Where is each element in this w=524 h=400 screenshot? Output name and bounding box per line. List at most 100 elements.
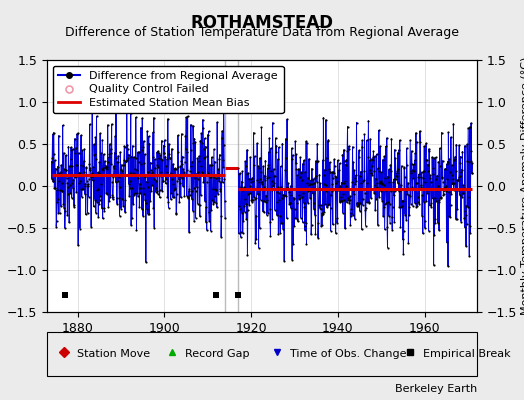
Point [116, 149, 125, 155]
Point [107, 161, 115, 167]
Point [291, 138, 300, 145]
Point [388, 214, 396, 220]
Point [324, 166, 333, 173]
Point [249, 130, 258, 136]
Point [292, 216, 301, 222]
Point [193, 200, 202, 207]
Point [361, 190, 369, 196]
Point [435, 145, 444, 151]
Point [291, 160, 300, 166]
Point [234, 165, 243, 172]
Point [247, 198, 256, 205]
Point [351, 181, 359, 187]
Point [389, 186, 397, 193]
Point [196, 138, 204, 144]
Point [81, 182, 90, 189]
Point [220, 142, 228, 148]
Point [188, 196, 196, 202]
Point [447, 190, 455, 197]
Point [99, 215, 107, 222]
Point [125, 178, 134, 185]
Point [355, 201, 364, 207]
Point [207, 207, 215, 213]
Point [443, 176, 452, 182]
Point [293, 218, 302, 224]
Point [81, 181, 89, 187]
Point [452, 142, 461, 148]
Point [347, 206, 356, 212]
Point [132, 226, 140, 233]
Point [190, 218, 198, 224]
Point [108, 178, 116, 185]
Point [424, 168, 432, 174]
Point [95, 196, 104, 203]
Point [427, 200, 435, 206]
Point [98, 137, 106, 143]
Point [361, 131, 369, 138]
Point [444, 129, 453, 136]
Point [370, 190, 378, 196]
Point [145, 133, 153, 140]
Point [339, 209, 347, 216]
Point [385, 213, 393, 219]
Point [378, 180, 386, 187]
Point [446, 134, 455, 140]
Point [411, 180, 420, 186]
Point [183, 167, 191, 173]
Point [467, 120, 475, 126]
Point [154, 164, 162, 170]
Point [258, 179, 266, 185]
Point [408, 160, 416, 167]
Point [71, 145, 80, 151]
Point [336, 199, 344, 206]
Point [66, 182, 74, 189]
Point [119, 162, 128, 169]
Point [246, 178, 255, 185]
Point [377, 178, 385, 184]
Point [207, 174, 215, 181]
Point [385, 166, 393, 173]
Point [366, 167, 374, 173]
Point [151, 156, 159, 162]
Point [66, 163, 74, 170]
Point [405, 212, 413, 219]
Point [91, 134, 100, 140]
Point [314, 202, 323, 208]
Point [274, 231, 282, 237]
Point [367, 156, 376, 162]
Point [208, 162, 216, 168]
Point [130, 192, 138, 198]
Point [305, 182, 313, 189]
Point [465, 194, 473, 200]
Point [326, 228, 335, 234]
Point [49, 130, 58, 136]
Point [314, 235, 322, 241]
Point [122, 158, 130, 164]
Point [170, 165, 179, 172]
Point [420, 218, 429, 225]
Point [368, 163, 376, 170]
Point [322, 116, 330, 123]
Point [394, 150, 402, 156]
Point [219, 164, 227, 170]
Point [430, 154, 438, 161]
Point [161, 154, 169, 160]
Point [313, 158, 322, 164]
Point [331, 173, 339, 179]
Point [245, 175, 253, 182]
Point [112, 179, 120, 185]
Point [120, 143, 128, 149]
Point [54, 210, 62, 216]
Point [362, 186, 370, 193]
Point [348, 144, 357, 150]
Point [263, 175, 271, 182]
Point [429, 164, 438, 171]
Point [247, 176, 255, 183]
Point [91, 196, 99, 203]
Point [103, 164, 111, 170]
Point [253, 176, 261, 183]
Point [458, 189, 467, 196]
Point [431, 220, 440, 226]
Point [460, 215, 468, 221]
Point [287, 182, 295, 189]
